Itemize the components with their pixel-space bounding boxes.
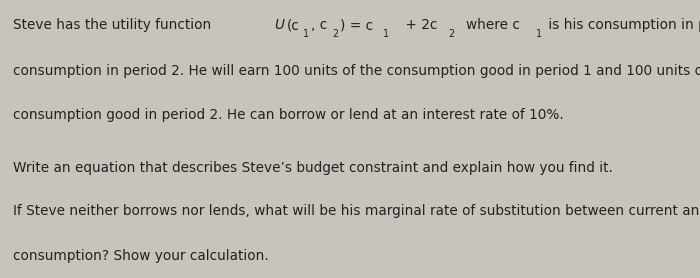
Text: is his consumption in period 1 and c: is his consumption in period 1 and c [544, 18, 700, 32]
Text: consumption in period 2. He will earn 100 units of the consumption good in perio: consumption in period 2. He will earn 10… [13, 64, 700, 78]
Text: 2: 2 [332, 29, 338, 39]
Text: , c: , c [311, 18, 328, 32]
Text: consumption? Show your calculation.: consumption? Show your calculation. [13, 249, 268, 263]
Text: 2: 2 [448, 29, 454, 39]
Text: Steve has the utility function: Steve has the utility function [13, 18, 215, 32]
Text: 1: 1 [383, 29, 389, 39]
Text: Write an equation that describes Steve’s budget constraint and explain how you f: Write an equation that describes Steve’s… [13, 161, 612, 175]
Text: U: U [274, 18, 284, 32]
Text: where c: where c [466, 18, 520, 32]
Text: ) = c: ) = c [340, 18, 373, 32]
Text: + 2c: + 2c [401, 18, 438, 32]
Text: 1: 1 [303, 29, 309, 39]
Text: consumption good in period 2. He can borrow or lend at an interest rate of 10%.: consumption good in period 2. He can bor… [13, 108, 564, 122]
Text: 1: 1 [536, 29, 542, 39]
Text: (c: (c [287, 18, 300, 32]
Text: If Steve neither borrows nor lends, what will be his marginal rate of substituti: If Steve neither borrows nor lends, what… [13, 204, 700, 218]
